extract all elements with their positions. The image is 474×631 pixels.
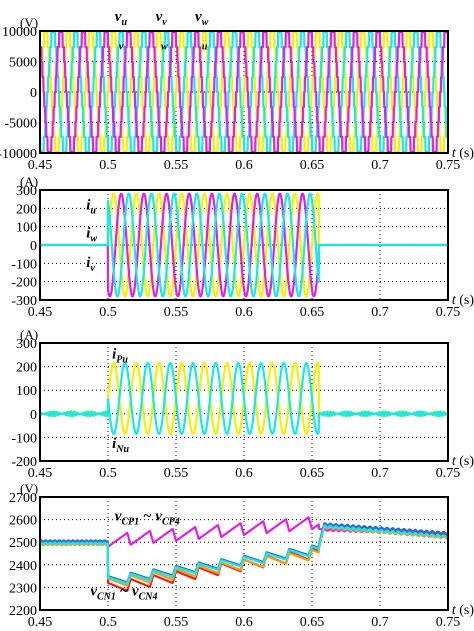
y-tick-label: 300 [16,184,37,199]
y-tick-label: -300 [11,294,37,309]
x-tick-label: 0.75 [436,158,461,173]
y-tick-label: 2300 [9,581,37,596]
y-tick-label: -10000 [0,147,37,162]
x-tick-label: 0.55 [164,305,189,320]
x-tick-label: 0.7 [371,466,389,481]
series-line-vC-4 [40,524,448,585]
y-tick-label: -100 [11,257,37,272]
y-tick-label: 0 [30,239,37,254]
y-tick-label: -200 [11,455,37,470]
x-axis-label: t (s) [452,146,474,161]
plot-frame [39,342,449,462]
x-tick-label: 0.75 [436,615,461,630]
y-tick-label: 2200 [9,604,37,619]
series-annotation: vw [195,9,209,28]
series-annotation: vu [115,9,128,28]
y-tick-label: -100 [11,431,37,446]
x-tick-label: 0.55 [164,158,189,173]
series-annotation: vv [156,9,168,28]
y-tick-label: 10000 [2,25,37,40]
x-tick-label: 0.6 [235,305,253,320]
x-tick-label: 0.7 [371,305,389,320]
y-tick-label: -5000 [4,117,37,132]
plot-frame [39,496,449,611]
unit-label: (A) [20,174,38,189]
series-annotation: u [202,41,208,52]
x-tick-label: 0.6 [235,615,253,630]
x-tick-label: 0.5 [99,466,117,481]
series-annotation: iu [86,197,96,216]
x-tick-label: 0.75 [436,466,461,481]
series-annotation: w [161,41,168,52]
series-line-vw [40,31,448,153]
series-annotation: iPu [112,346,128,365]
x-tick-label: 0.5 [99,158,117,173]
plot-frame [39,30,449,154]
y-tick-label: 100 [16,221,37,236]
series-annotation: iNu [112,436,129,455]
series-line-vu [40,31,448,153]
y-tick-label: -200 [11,276,37,291]
x-tick-label: 0.55 [164,615,189,630]
x-tick-label: 0.65 [300,466,325,481]
y-tick-label: 2400 [9,559,37,574]
x-tick-label: 0.45 [28,158,53,173]
y-tick-label: 0 [30,86,37,101]
x-axis-label: t (s) [452,454,474,469]
y-tick-label: 200 [16,361,37,376]
x-tick-label: 0.55 [164,466,189,481]
x-tick-label: 0.5 [99,305,117,320]
series-annotation: v [119,41,124,52]
y-tick-label: 200 [16,202,37,217]
unit-label: (V) [20,15,38,30]
y-tick-label: 2600 [9,514,37,529]
x-tick-label: 0.45 [28,615,53,630]
x-tick-label: 0.6 [235,466,253,481]
x-tick-label: 0.65 [300,158,325,173]
x-tick-label: 0.6 [235,158,253,173]
x-tick-label: 0.45 [28,305,53,320]
x-axis-label: t (s) [452,293,474,308]
y-tick-label: 2700 [9,491,37,506]
series-line-iNu [40,361,448,435]
y-tick-label: 100 [16,384,37,399]
y-tick-label: 5000 [9,56,37,71]
unit-label: (A) [20,327,38,342]
x-axis-label: t (s) [452,603,474,618]
x-tick-label: 0.7 [371,158,389,173]
series-annotation: vCP1 ~ vCP4 [115,509,180,528]
series-annotation: iv [86,255,95,274]
y-tick-label: 2500 [9,536,37,551]
series-annotation: iw [86,226,97,245]
unit-label: (V) [20,481,38,496]
x-tick-label: 0.75 [436,305,461,320]
x-tick-label: 0.7 [371,615,389,630]
x-tick-label: 0.65 [300,305,325,320]
y-tick-label: 300 [16,337,37,352]
x-tick-label: 0.45 [28,466,53,481]
y-tick-label: 0 [30,408,37,423]
series-annotation: vCN1 ~ vCN4 [90,583,157,602]
plot-frame [39,189,449,301]
x-tick-label: 0.65 [300,615,325,630]
x-tick-label: 0.5 [99,615,117,630]
series-line-iw [40,192,448,298]
series-line-vv [40,31,448,153]
